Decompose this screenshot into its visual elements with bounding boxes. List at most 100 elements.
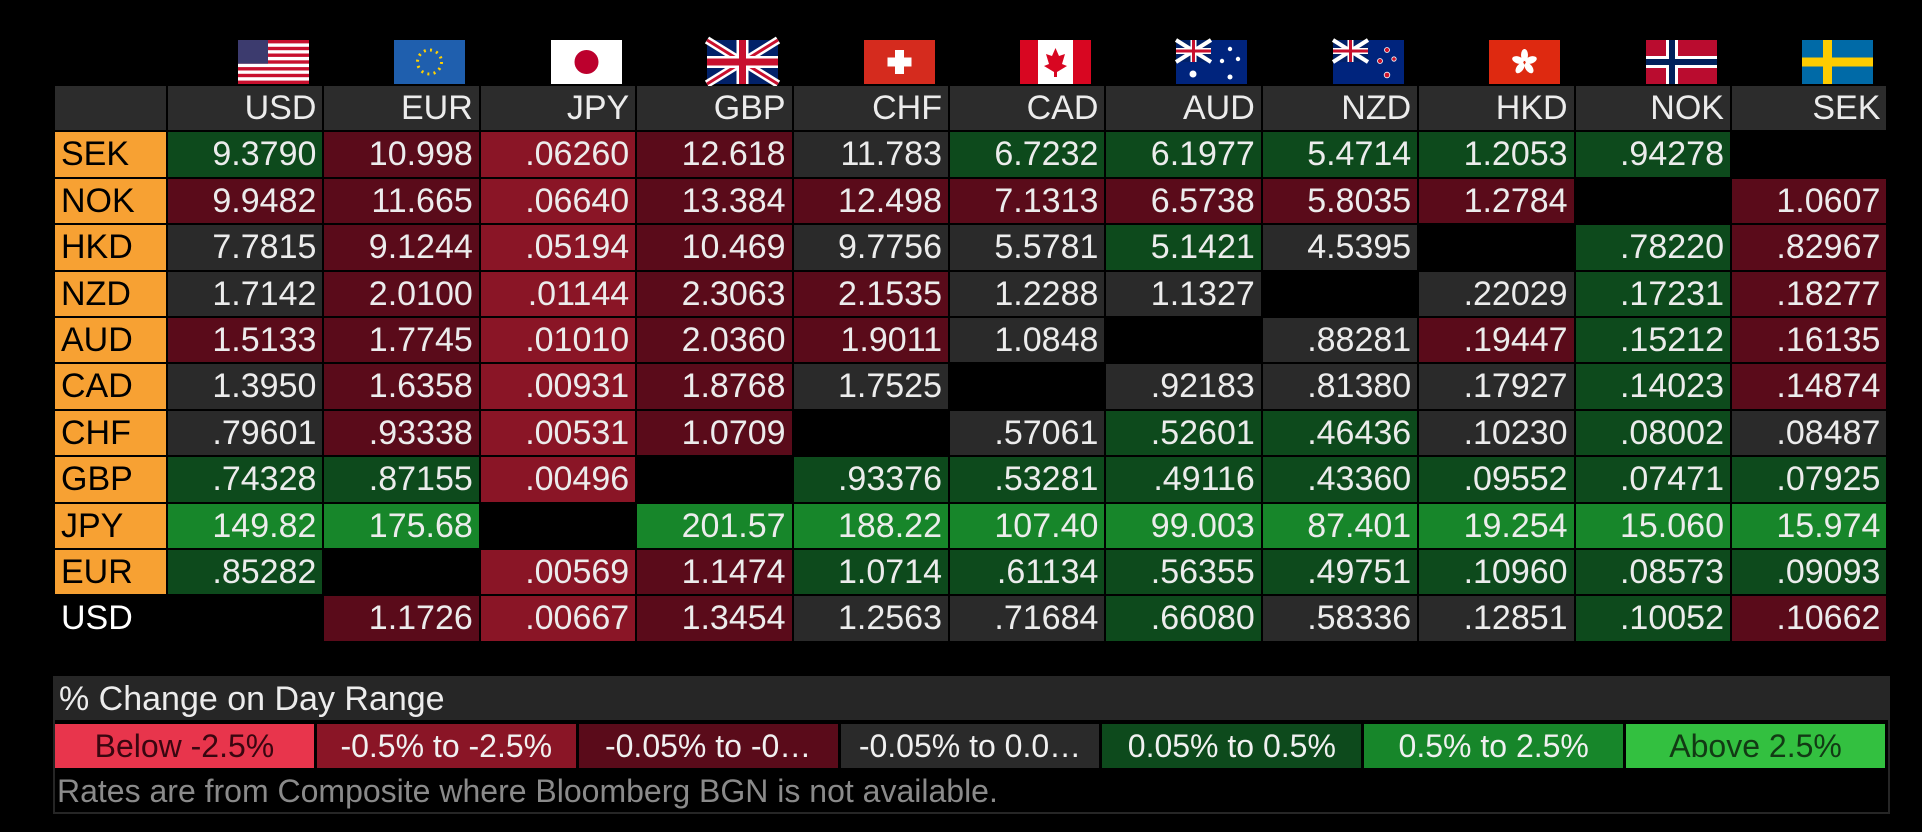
rate-cell: 175.68 [324,503,479,548]
flag-au [1174,38,1247,84]
legend-title: % Change on Day Range [55,678,1888,720]
rate-cell: .92183 [1106,364,1261,409]
rate-cell: .00496 [480,457,636,502]
rate-cell: 1.3454 [637,596,792,641]
flag-row [238,36,1873,88]
rate-cell: .10230 [1419,410,1574,456]
rate-cell: 10.998 [324,132,479,177]
rate-cell: .08002 [1575,410,1730,456]
rate-cell: 1.7745 [324,318,479,363]
flag-ca [1020,40,1091,84]
legend-item: -0.05% to -0… [578,724,838,768]
rate-cell: .06260 [480,132,636,177]
rate-cell: 7.1313 [950,178,1105,224]
rate-cell: .58336 [1262,596,1418,641]
rate-cell: 6.7232 [950,132,1105,177]
flag-nz [1331,38,1404,84]
column-header: EUR [324,86,479,131]
rate-cell: 5.8035 [1262,178,1418,224]
rate-cell: 1.8768 [637,364,792,409]
column-header: USD [168,86,323,131]
rate-cell: .08487 [1732,410,1887,456]
rate-cell: 1.9011 [793,318,948,363]
row-label: GBP [55,457,166,502]
rate-cell: 1.2563 [793,596,948,641]
rate-cell: .49116 [1106,457,1261,502]
rate-cell: .61134 [950,550,1105,595]
rate-cell: 1.3950 [168,364,323,409]
column-header: HKD [1419,86,1574,131]
rate-cell: 7.7815 [168,225,323,270]
rate-cell: .17231 [1575,271,1730,316]
rate-cell: 1.0709 [637,410,792,456]
rate-cell [950,364,1105,409]
rate-cell: .10662 [1732,596,1887,641]
column-header: NOK [1575,86,1730,131]
rate-cell: .17927 [1419,364,1574,409]
rate-cell: 1.2288 [950,271,1105,316]
rate-cell [324,550,479,595]
rate-cell: 1.6358 [324,364,479,409]
rate-cell: 15.060 [1575,503,1730,548]
rate-cell [1419,225,1574,270]
flag-no [1646,40,1717,84]
flag-hk [1489,40,1560,84]
rate-cell: 9.9482 [168,178,323,224]
rate-cell: .14874 [1732,364,1887,409]
column-header: JPY [480,86,636,131]
rate-cell: .85282 [168,550,323,595]
rate-cell [168,596,323,641]
rate-cell: 5.4714 [1262,132,1418,177]
rate-cell: .09552 [1419,457,1574,502]
legend-item: -0.05% to 0.0… [840,724,1100,768]
rate-cell: 188.22 [793,503,948,548]
flag-jp [551,40,622,84]
flag-us [238,40,309,84]
rate-cell: .66080 [1106,596,1261,641]
rate-cell: 1.1474 [637,550,792,595]
rate-cell: 2.1535 [793,271,948,316]
rate-cell: 12.618 [637,132,792,177]
legend-item: 0.05% to 0.5% [1102,724,1362,768]
rate-cell: .10960 [1419,550,1574,595]
rate-cell: .71684 [950,596,1105,641]
rate-cell: 19.254 [1419,503,1574,548]
rate-cell [1262,271,1418,316]
rate-cell: 107.40 [950,503,1105,548]
column-header: GBP [637,86,792,131]
rate-cell: 1.2053 [1419,132,1574,177]
row-label: JPY [55,503,166,548]
row-label: EUR [55,550,166,595]
rate-cell: .79601 [168,410,323,456]
row-label: HKD [55,225,166,270]
rate-cell: .08573 [1575,550,1730,595]
rate-cell: 1.2784 [1419,178,1574,224]
flag-eu [394,40,465,84]
footnote: Rates are from Composite where Bloomberg… [57,773,998,809]
rate-cell: .15212 [1575,318,1730,363]
rate-cell: 11.783 [793,132,948,177]
header-corner [55,86,166,131]
flag-ch [864,40,935,84]
column-header: NZD [1262,86,1418,131]
rate-cell [793,410,948,456]
legend-item: Above 2.5% [1626,724,1885,768]
rate-cell: .93338 [324,410,479,456]
rate-cell: 87.401 [1262,503,1418,548]
legend-item: -0.5% to -2.5% [316,724,576,768]
column-header: SEK [1732,86,1887,131]
rate-cell: .01144 [480,271,636,316]
rate-cell [480,503,636,548]
rate-cell: 2.3063 [637,271,792,316]
flag-gb [704,36,781,88]
rate-cell: .00569 [480,550,636,595]
row-label: NZD [55,271,166,316]
rate-cell: 2.0360 [637,318,792,363]
rate-cell [1732,132,1887,177]
rate-cell: .09093 [1732,550,1887,595]
rate-cell: .53281 [950,457,1105,502]
rate-cell: .56355 [1106,550,1261,595]
rate-cell: .46436 [1262,410,1418,456]
row-label: CAD [55,364,166,409]
